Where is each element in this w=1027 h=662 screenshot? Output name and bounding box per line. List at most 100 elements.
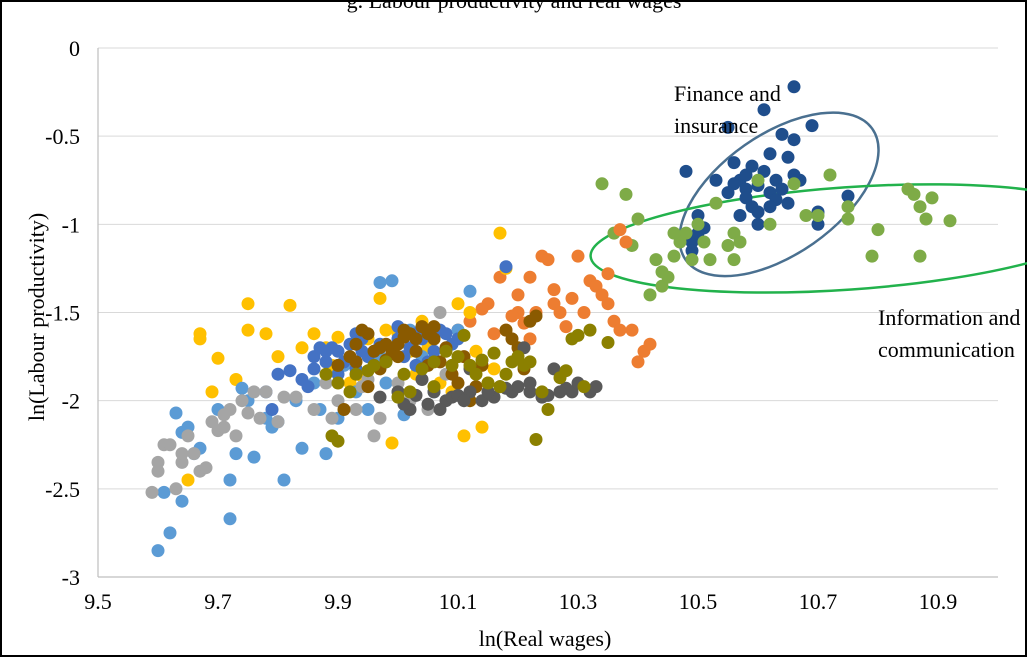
x-tick-6: 10.7 [799, 589, 838, 614]
point-s0-29 [805, 119, 819, 133]
point-s1-31 [919, 212, 933, 226]
point-s1-10 [679, 226, 693, 240]
point-s4-12 [235, 381, 249, 395]
point-s1-23 [823, 168, 837, 182]
y-axis-title: ln(Labour productivity) [24, 213, 49, 421]
point-s2-33 [613, 323, 627, 337]
y-tick-4: -2 [62, 389, 80, 414]
x-tick-4: 10.3 [559, 589, 598, 614]
point-s6-27 [367, 429, 381, 443]
point-s2-29 [487, 327, 501, 341]
point-s0-25 [787, 80, 801, 94]
point-s7-0 [331, 358, 345, 372]
point-s4-37 [157, 485, 171, 499]
point-s6-17 [247, 385, 261, 399]
point-s4-22 [361, 403, 375, 416]
point-s7-19 [451, 376, 465, 390]
point-s9-35 [601, 336, 615, 349]
point-s9-33 [577, 380, 591, 394]
point-s9-12 [439, 344, 453, 358]
x-tick-labels: 9.5 9.7 9.9 10.1 10.3 10.5 10.7 10.9 [84, 589, 957, 614]
x-tick-3: 10.1 [439, 589, 478, 614]
point-s6-0 [145, 485, 159, 499]
point-s0-19 [763, 147, 777, 161]
point-s6-34 [217, 408, 231, 422]
point-s6-2 [151, 464, 165, 478]
point-s6-8 [187, 447, 201, 461]
point-s2-20 [643, 337, 657, 351]
y-tick-0: 0 [69, 36, 80, 61]
point-s2-13 [601, 297, 615, 311]
annotation-finance-line-1: insurance [674, 113, 758, 138]
point-s3-16 [373, 291, 387, 305]
point-s4-31 [463, 284, 477, 298]
point-s6-39 [325, 411, 339, 425]
point-s9-2 [343, 385, 357, 399]
point-s6-18 [253, 411, 267, 425]
point-s6-22 [307, 403, 321, 416]
point-s0-0 [679, 164, 693, 178]
point-s8-4 [421, 397, 435, 411]
y-tick-5: -2.5 [45, 477, 80, 502]
annotation-infocomm-line-1: communication [878, 337, 1015, 362]
point-s0-36 [751, 205, 765, 219]
point-s2-2 [511, 288, 525, 302]
point-s3-9 [283, 298, 297, 312]
point-s8-27 [433, 403, 447, 416]
point-s3-27 [487, 362, 501, 376]
point-s7-39 [397, 330, 411, 344]
point-s9-6 [379, 355, 393, 369]
point-s1-32 [925, 191, 939, 205]
point-s1-18 [751, 173, 765, 187]
point-s3-26 [475, 420, 489, 434]
point-s9-37 [331, 434, 345, 448]
point-s0-39 [721, 186, 735, 200]
point-s5-24 [427, 344, 441, 358]
point-s7-2 [349, 355, 363, 369]
y-tick-labels: 0 -0.5 -1 -1.5 -2 -2.5 -3 [45, 36, 80, 590]
point-s9-30 [559, 364, 573, 378]
x-tick-1: 9.7 [204, 589, 232, 614]
point-s1-4 [631, 212, 645, 226]
point-s4-11 [229, 447, 243, 461]
point-s0-34 [763, 200, 777, 214]
point-s4-4 [175, 494, 189, 508]
point-s5-7 [319, 355, 333, 369]
point-s9-28 [541, 403, 555, 416]
point-s6-7 [175, 447, 189, 461]
point-s1-26 [865, 249, 879, 263]
point-s9-17 [475, 353, 489, 367]
point-s1-12 [703, 253, 717, 267]
point-s6-10 [199, 461, 213, 475]
point-s7-34 [427, 320, 441, 334]
point-s1-27 [871, 223, 885, 237]
point-s9-18 [481, 376, 495, 390]
point-s0-16 [757, 103, 771, 117]
point-s1-20 [787, 177, 801, 191]
point-s1-25 [841, 212, 855, 226]
point-s9-7 [391, 390, 405, 404]
point-s6-28 [373, 411, 387, 425]
x-tick-2: 9.9 [324, 589, 352, 614]
point-s3-8 [259, 327, 273, 341]
point-s1-35 [655, 265, 669, 279]
point-s3-7 [241, 323, 255, 337]
point-s7-15 [427, 332, 441, 346]
point-s6-20 [271, 415, 285, 429]
point-s0-22 [775, 127, 789, 141]
y-tick-6: -3 [62, 565, 80, 590]
point-s5-35 [325, 341, 339, 355]
point-s8-13 [511, 380, 525, 394]
annotation-infocomm: Information and communication [878, 305, 1020, 362]
point-s1-19 [763, 217, 777, 231]
point-s8-25 [481, 385, 495, 399]
point-s4-24 [373, 276, 387, 289]
annotation-finance-line-0: Finance and [674, 81, 781, 106]
point-s6-21 [289, 390, 303, 404]
point-s7-9 [391, 350, 405, 364]
point-s6-5 [169, 482, 183, 496]
point-s4-19 [319, 447, 333, 461]
point-s3-0 [181, 473, 195, 487]
